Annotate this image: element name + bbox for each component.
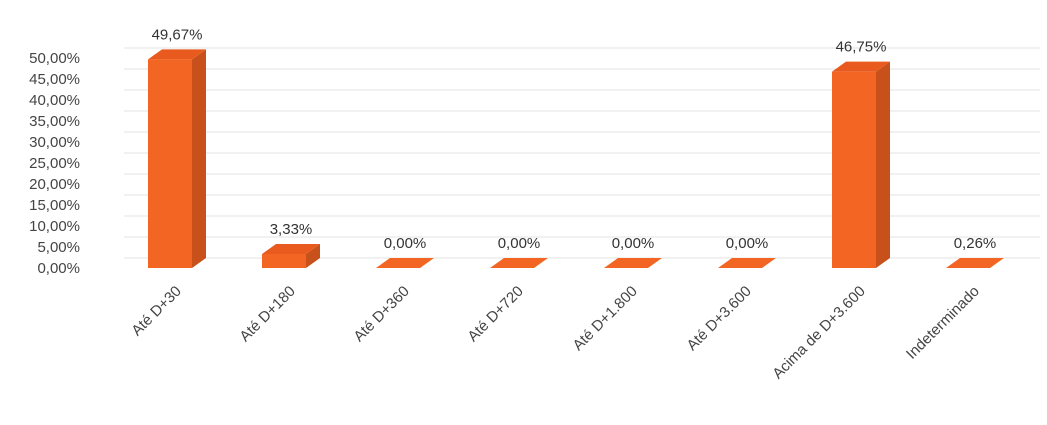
x-tick-label: Até D+3.600 xyxy=(684,283,755,354)
bar xyxy=(832,61,890,269)
data-label: 49,67% xyxy=(152,26,203,43)
bar xyxy=(148,49,206,268)
y-tick-label: 0,00% xyxy=(37,260,80,277)
data-label: 46,75% xyxy=(836,39,887,56)
x-tick-label: Indeterminado xyxy=(903,283,983,363)
y-tick-label: 45,00% xyxy=(29,71,80,88)
x-axis-labels: Até D+30 Até D+180 Até D+360 Até D+720 Até D… xyxy=(128,283,983,383)
bar-flat xyxy=(376,258,434,268)
bar xyxy=(376,258,434,268)
data-label: 0,00% xyxy=(384,235,427,252)
bar-flat xyxy=(718,258,776,268)
data-labels: 49,67% 3,33% 0,00% 0,00% 0,00% 0,00% 46,75% 0,2… xyxy=(152,26,997,252)
data-label: 0,00% xyxy=(612,235,655,252)
bar-flat xyxy=(490,258,548,268)
bar-side xyxy=(306,244,320,268)
y-tick-label: 40,00% xyxy=(29,92,80,109)
bar xyxy=(490,258,548,268)
bar-front xyxy=(832,71,876,269)
y-tick-label: 50,00% xyxy=(29,50,80,67)
x-tick-label: Até D+360 xyxy=(350,283,412,345)
bar-front xyxy=(262,254,306,268)
y-tick-label: 35,00% xyxy=(29,113,80,130)
bar-side xyxy=(876,61,890,269)
x-tick-label: Até D+1.800 xyxy=(570,283,641,354)
y-tick-label: 20,00% xyxy=(29,176,80,193)
y-tick-label: 10,00% xyxy=(29,218,80,235)
x-tick-label: Até D+180 xyxy=(236,283,298,345)
y-tick-label: 25,00% xyxy=(29,155,80,172)
data-label: 3,33% xyxy=(270,221,313,238)
bar-flat xyxy=(604,258,662,268)
bars xyxy=(148,49,1004,269)
y-tick-label: 15,00% xyxy=(29,197,80,214)
bar xyxy=(718,258,776,268)
y-tick-label: 30,00% xyxy=(29,134,80,151)
bar xyxy=(604,258,662,268)
y-axis-ticks: 0,00% 5,00% 10,00% 15,00% 20,00% 25,00% 30,00%… xyxy=(29,50,80,277)
bar-top xyxy=(262,244,320,255)
bar-top xyxy=(148,49,206,60)
bar-top xyxy=(832,61,890,72)
data-label: 0,26% xyxy=(954,235,997,252)
x-tick-label: Até D+720 xyxy=(464,283,526,345)
bar-side xyxy=(192,49,206,268)
bar-front xyxy=(148,59,192,268)
x-tick-label: Até D+30 xyxy=(128,283,185,340)
gridlines xyxy=(124,47,1040,259)
y-tick-label: 5,00% xyxy=(37,239,80,256)
bar xyxy=(946,258,1004,268)
data-label: 0,00% xyxy=(726,235,769,252)
bar-flat xyxy=(946,258,1004,268)
bar xyxy=(262,244,320,268)
data-label: 0,00% xyxy=(498,235,541,252)
x-tick-label: Acima de D+3.600 xyxy=(769,283,869,383)
